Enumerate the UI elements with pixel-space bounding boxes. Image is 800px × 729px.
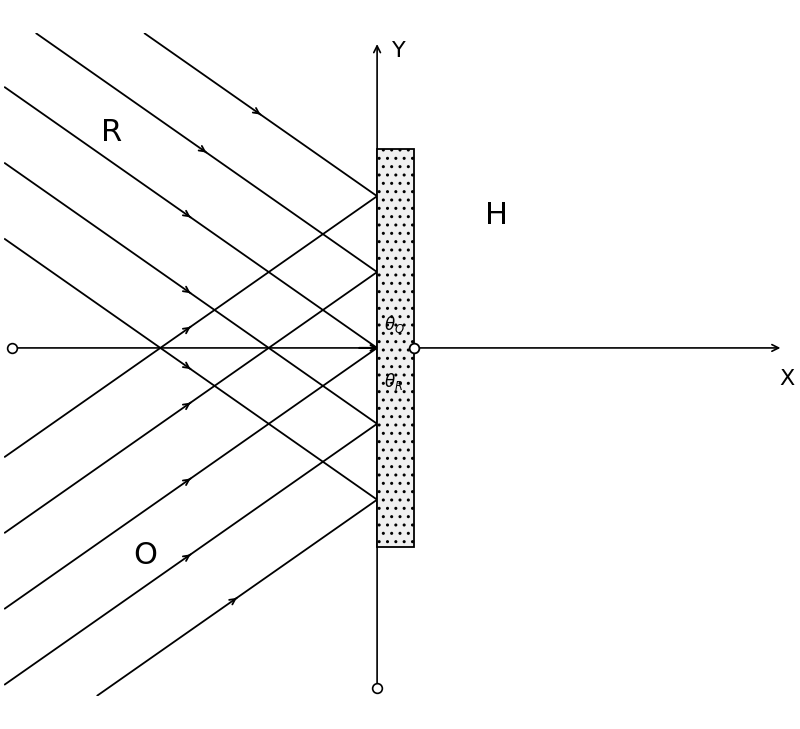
- Text: Y: Y: [392, 42, 406, 61]
- Bar: [377, 149, 414, 547]
- Text: X: X: [780, 369, 795, 389]
- Text: $\theta_O$: $\theta_O$: [384, 314, 405, 335]
- Text: $\theta_R$: $\theta_R$: [384, 371, 403, 392]
- Text: R: R: [102, 118, 122, 147]
- Text: H: H: [485, 200, 508, 230]
- Text: O: O: [133, 541, 157, 569]
